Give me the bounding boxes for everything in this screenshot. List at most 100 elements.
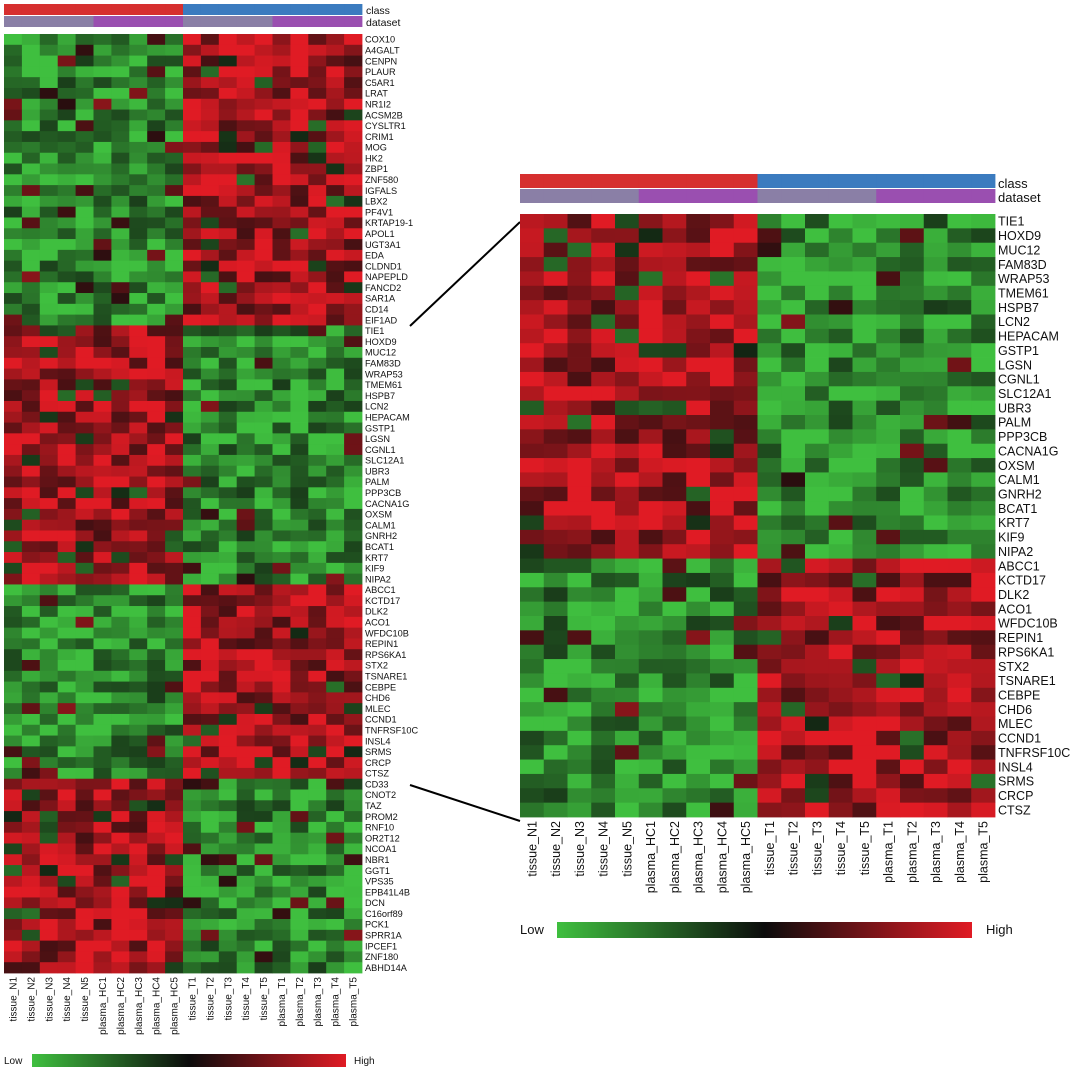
heatmap-cell [147, 271, 166, 283]
heatmap-cell [344, 584, 363, 596]
heatmap-cell [218, 562, 238, 575]
heatmap-cell [947, 400, 972, 416]
heatmap-cell [93, 34, 112, 46]
heatmap-cell [638, 716, 663, 732]
heatmap-cell [4, 573, 23, 585]
heatmap-cell [4, 649, 23, 661]
heatmap-cell [272, 606, 291, 618]
heatmap-cell [218, 163, 238, 175]
heatmap-cell [200, 390, 220, 402]
zoom-scale-low-label: Low [520, 922, 544, 937]
heatmap-cell [218, 886, 238, 898]
heatmap-cell [200, 595, 220, 607]
heatmap-cell [971, 572, 996, 588]
heatmap-cell [290, 562, 309, 575]
heatmap-cell [781, 788, 806, 804]
heatmap-cell [710, 630, 735, 646]
heatmap-cell [200, 757, 220, 769]
row-label: ZNF180 [365, 952, 398, 962]
heatmap-cell [218, 454, 238, 467]
heatmap-cell [200, 87, 220, 100]
heatmap-cell [971, 730, 996, 746]
heatmap-cell [567, 400, 592, 416]
heatmap-cell [567, 228, 592, 244]
heatmap-cell [272, 660, 291, 672]
heatmap-cell [308, 368, 327, 380]
heatmap-cell [147, 865, 166, 877]
heatmap-cell [326, 347, 345, 359]
dataset-bar-segment [129, 16, 148, 27]
heatmap-cell [326, 789, 345, 801]
column-label: tissue_T4 [241, 977, 252, 1021]
heatmap-cell [344, 800, 363, 812]
heatmap-cell [272, 951, 291, 963]
heatmap-cell [93, 228, 112, 240]
heatmap-cell [75, 357, 94, 369]
heatmap-cell [543, 616, 568, 631]
heatmap-cell [129, 487, 148, 499]
heatmap-cell [218, 616, 238, 629]
class-bar-segment [900, 174, 925, 188]
heatmap-cell [93, 778, 112, 790]
heatmap-cell [344, 606, 363, 618]
heatmap-cell [57, 379, 76, 391]
full-color-scale-bar [32, 1054, 346, 1067]
heatmap-cell [308, 897, 327, 909]
heatmap-cell [272, 66, 291, 78]
heatmap-cell [520, 644, 545, 660]
heatmap-cell [272, 120, 291, 132]
heatmap-cell [686, 587, 711, 603]
heatmap-cell [218, 131, 238, 143]
heatmap-cell [290, 163, 309, 175]
heatmap-cell [272, 573, 291, 585]
heatmap-cell [923, 343, 948, 358]
heatmap-cell [272, 649, 291, 661]
heatmap-cell [254, 552, 273, 564]
heatmap-cell [591, 730, 616, 746]
heatmap-cell [147, 282, 166, 294]
row-label: LRAT [365, 89, 388, 99]
heatmap-cell [828, 659, 853, 674]
heatmap-cell [344, 897, 363, 909]
heatmap-cell [75, 508, 94, 521]
heatmap-cell [254, 271, 273, 283]
heatmap-cell [183, 411, 202, 423]
heatmap-cell [344, 670, 363, 682]
heatmap-cell [21, 260, 41, 272]
heatmap-cell [876, 328, 901, 344]
heatmap-cell [615, 343, 640, 358]
heatmap-cell [21, 724, 41, 736]
heatmap-cell [183, 606, 202, 618]
heatmap-cell [218, 44, 238, 56]
row-label: TNFRSF10C [365, 725, 418, 735]
heatmap-cell [21, 746, 41, 758]
heatmap-cell [218, 573, 238, 585]
heatmap-cell [272, 875, 291, 888]
heatmap-cell [75, 55, 94, 67]
zoom-heatmap-annotation-bars [520, 174, 996, 203]
heatmap-cell [900, 472, 925, 488]
row-label: LCN2 [365, 402, 389, 412]
heatmap-cell [638, 687, 663, 703]
heatmap-cell [111, 109, 130, 121]
heatmap-cell [923, 242, 948, 258]
column-label: tissue_T3 [223, 977, 234, 1021]
heatmap-cell [308, 821, 327, 834]
heatmap-cell [923, 788, 948, 804]
heatmap-cell [272, 336, 291, 348]
heatmap-cell [308, 217, 327, 229]
heatmap-cell [326, 163, 345, 175]
heatmap-cell [57, 34, 76, 46]
row-label: CD33 [365, 779, 389, 789]
heatmap-cell [326, 390, 345, 402]
row-label: STX2 [998, 660, 1029, 674]
heatmap-cell [638, 443, 663, 459]
heatmap-cell [662, 773, 687, 789]
heatmap-cell [165, 919, 184, 931]
heatmap-cell [900, 257, 925, 272]
heatmap-cell [290, 897, 309, 909]
heatmap-cell [781, 572, 806, 588]
heatmap-cell [39, 649, 59, 661]
heatmap-cell [75, 929, 94, 942]
heatmap-cell [947, 773, 972, 789]
